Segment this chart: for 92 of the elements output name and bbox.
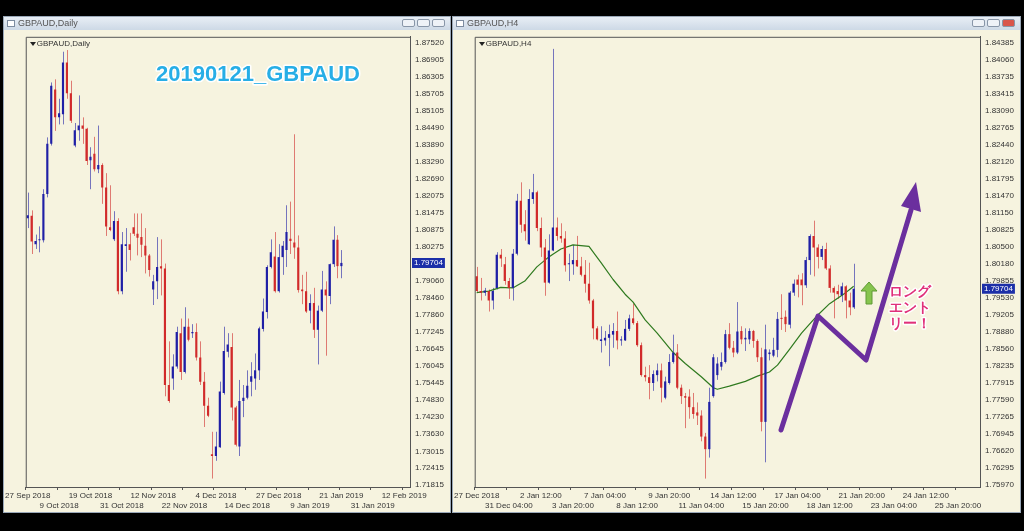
y-tick-label: 1.75445 [415, 378, 445, 388]
y-tick-label: 1.76645 [415, 344, 445, 354]
chart-title: GBPAUD,Daily [4, 17, 450, 30]
x-tick-label: 31 Jan 2019 [350, 500, 396, 510]
y-tick-label: 1.80275 [415, 242, 445, 252]
x-tick-label: 25 Jan 20:00 [934, 500, 982, 510]
x-tick-label: 14 Dec 2018 [224, 500, 271, 510]
annotation: 1.79704 [984, 283, 1014, 293]
x-tick-label: 23 Jan 04:00 [870, 500, 918, 510]
x-tick-label: 21 Jan 2019 [319, 491, 364, 500]
y-tick-label: 1.77245 [415, 327, 445, 337]
y-tick-label: 1.76295 [985, 463, 1015, 473]
x-tick-label: 11 Jan 04:00 [678, 500, 725, 510]
y-tick-label: 1.84490 [415, 123, 445, 133]
y-tick-label: 1.82120 [985, 157, 1015, 167]
chart-subtitle: GBPAUD,Daily [36, 39, 90, 48]
x-tick-label: 19 Oct 2018 [68, 491, 113, 500]
x-tick-label: 31 Oct 2018 [100, 500, 145, 510]
y-tick-label: 1.73015 [415, 446, 445, 456]
y-tick-label: 1.82690 [415, 173, 445, 183]
x-tick-label: 9 Oct 2018 [39, 500, 80, 510]
annotation: 20190121_GBPAUD [156, 61, 360, 87]
y-tick-label: 1.77265 [985, 412, 1015, 422]
x-tick-label: 24 Jan 12:00 [902, 491, 950, 500]
y-tick-label: 1.75970 [985, 480, 1015, 490]
y-tick-label: 1.82075 [415, 191, 445, 201]
x-tick-label: 8 Jan 12:00 [616, 500, 659, 510]
y-tick-label: 1.74830 [415, 395, 445, 405]
y-tick-label: 1.85105 [415, 105, 445, 115]
y-tick-label: 1.79855 [985, 276, 1015, 286]
x-tick-label: 31 Dec 04:00 [484, 500, 534, 510]
y-tick-label: 1.71815 [415, 480, 445, 490]
annotation: ロングエントリー！ [889, 282, 932, 331]
y-tick-label: 1.79530 [985, 293, 1015, 303]
y-tick-label: 1.84060 [985, 55, 1015, 65]
y-tick-label: 1.78880 [985, 327, 1015, 337]
x-tick-label: 17 Jan 04:00 [774, 491, 822, 500]
x-tick-label: 27 Dec 2018 [454, 491, 500, 500]
y-tick-label: 1.81475 [415, 208, 445, 218]
y-tick-label: 1.81470 [985, 191, 1015, 201]
x-tick-label: 3 Jan 20:00 [552, 500, 595, 510]
y-tick-label: 1.80825 [985, 225, 1015, 235]
candlestick [619, 335, 623, 347]
x-tick-label: 9 Jan 20:00 [648, 491, 691, 500]
y-tick-label: 1.87520 [415, 37, 445, 47]
y-tick-label: 1.73630 [415, 429, 445, 439]
y-tick-label: 1.76045 [415, 361, 445, 371]
y-tick-label: 1.85705 [415, 89, 445, 99]
y-tick-label: 1.78460 [415, 293, 445, 303]
y-tick-label: 1.83290 [415, 157, 445, 167]
x-tick-label: 4 Dec 2018 [195, 491, 237, 500]
y-tick-label: 1.82440 [985, 140, 1015, 150]
x-tick-label: 15 Jan 20:00 [742, 500, 790, 510]
x-tick-label: 18 Jan 12:00 [806, 500, 854, 510]
y-tick-label: 1.76945 [985, 428, 1015, 438]
x-tick-label: 7 Jan 04:00 [584, 491, 627, 500]
x-tick-label: 27 Dec 2018 [255, 491, 302, 500]
y-tick-label: 1.77590 [985, 395, 1015, 404]
y-tick-label: 1.84385 [985, 38, 1015, 48]
y-tick-label: 1.83890 [415, 140, 445, 150]
x-tick-label: 22 Nov 2018 [161, 500, 208, 510]
y-tick-label: 1.77915 [985, 377, 1015, 387]
candlestick [191, 323, 194, 339]
y-tick-label: 1.79205 [985, 310, 1015, 320]
y-tick-label: 1.81795 [985, 174, 1015, 184]
y-tick-label: 1.74230 [415, 412, 445, 422]
chart-subtitle: GBPAUD,H4 [485, 39, 532, 48]
y-tick-label: 1.78560 [985, 344, 1015, 354]
x-tick-label: 12 Nov 2018 [130, 491, 177, 500]
y-tick-label: 1.80180 [985, 258, 1015, 268]
y-tick-label: 1.76620 [985, 445, 1015, 455]
y-tick-label: 1.86305 [415, 72, 445, 82]
y-tick-label: 1.80500 [985, 242, 1015, 252]
y-tick-label: 1.80875 [415, 225, 445, 235]
y-tick-label: 1.83090 [985, 106, 1015, 116]
chart-title: GBPAUD,H4 [453, 17, 1020, 30]
y-tick-label: 1.72415 [415, 463, 445, 473]
y-tick-label: 1.78235 [985, 361, 1015, 371]
y-tick-label: 1.82765 [985, 123, 1015, 133]
x-tick-label: 21 Jan 20:00 [838, 491, 886, 500]
x-tick-label: 14 Jan 12:00 [710, 491, 758, 500]
y-tick-label: 1.79060 [415, 276, 445, 286]
x-tick-label: 12 Feb 2019 [381, 491, 428, 500]
x-tick-label: 9 Jan 2019 [290, 500, 331, 510]
y-tick-label: 1.83415 [985, 89, 1015, 98]
y-tick-label: 1.81150 [985, 207, 1014, 217]
y-tick-label: 1.83735 [985, 72, 1015, 82]
y-tick-label: 1.77860 [415, 310, 445, 320]
x-tick-label: 27 Sep 2018 [5, 491, 51, 500]
y-tick-label: 1.86905 [415, 55, 445, 65]
annotation: 1.79704 [414, 258, 444, 268]
x-tick-label: 2 Jan 12:00 [519, 491, 563, 500]
